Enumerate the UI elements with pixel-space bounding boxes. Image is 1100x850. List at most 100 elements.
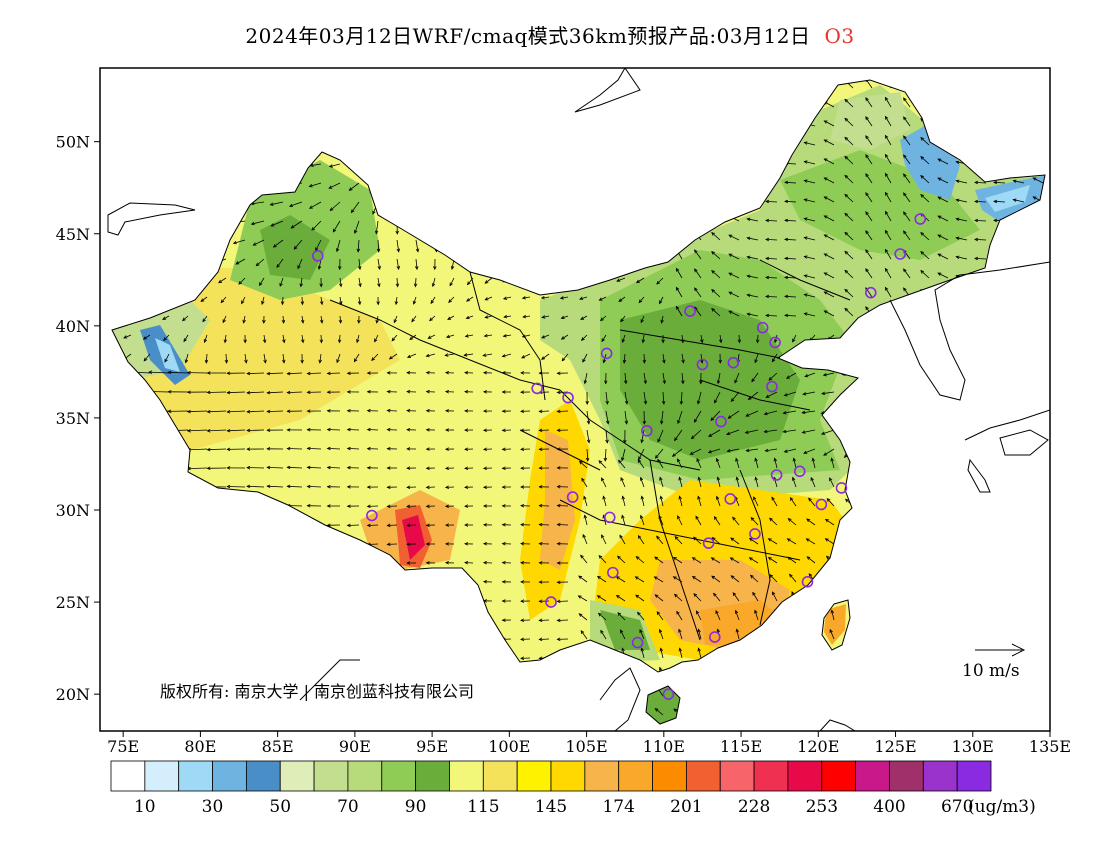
wind-arrowhead (792, 476, 796, 481)
wind-arrowhead (415, 248, 420, 253)
wind-arrowhead (782, 410, 787, 415)
wind-arrowhead (366, 390, 371, 394)
wind-arrowhead (602, 359, 607, 364)
wind-arrowhead (328, 164, 333, 168)
wind-arrowhead (541, 356, 546, 360)
wind-arrowhead (143, 357, 148, 362)
wind-arrowhead (319, 339, 324, 344)
wind-arrowhead (903, 135, 907, 140)
wind-arrow (617, 555, 626, 564)
wind-arrowhead (694, 249, 698, 254)
wind-arrowhead (366, 371, 371, 375)
wind-arrow (783, 410, 797, 414)
wind-arrow (698, 629, 702, 640)
wind-arrow (693, 593, 702, 602)
wind-arrowhead (482, 447, 487, 451)
wind-arrowhead (377, 265, 381, 270)
wind-arrowhead (538, 409, 543, 414)
wind-arrowhead (993, 199, 998, 204)
legend-tick-label: 30 (202, 797, 224, 817)
wind-arrowhead (329, 207, 334, 212)
wind-arrow (844, 118, 854, 127)
wind-arrow (600, 630, 607, 640)
wind-arrowhead (306, 390, 311, 395)
wind-arrowhead (675, 286, 680, 291)
wind-arrowhead (711, 231, 716, 236)
wind-arrowhead (502, 296, 508, 300)
wind-arrowhead (903, 268, 907, 273)
wind-arrow (712, 537, 721, 545)
wind-arrowhead (93, 390, 96, 393)
wind-arrowhead (206, 409, 211, 414)
wind-arrowhead (308, 184, 313, 188)
wind-arrow (903, 154, 911, 165)
wind-arrowhead (279, 282, 283, 287)
wind-arrowhead (677, 515, 681, 520)
wind-arrowhead (674, 437, 678, 442)
wind-arrowhead (598, 460, 603, 464)
wind-arrow (557, 505, 569, 507)
wind-arrow (885, 249, 892, 260)
wind-arrow (541, 334, 550, 339)
wind-arrow (640, 477, 645, 488)
wind-arrowhead (520, 522, 525, 527)
wind-arrowhead (694, 287, 698, 292)
wind-arrowhead (348, 187, 353, 191)
wind-arrowhead (482, 466, 487, 470)
wind-arrowhead (746, 236, 751, 241)
wind-arrowhead (769, 517, 773, 522)
wind-arrowhead (676, 610, 680, 615)
wind-arrowhead (556, 484, 561, 489)
wind-arrow (349, 182, 360, 191)
wind-arrowhead (937, 196, 942, 200)
wind-arrowhead (433, 266, 437, 271)
wind-arrow (620, 477, 626, 488)
legend-tick-label: 145 (535, 797, 567, 817)
wind-arrow (244, 353, 247, 363)
wind-arrow (769, 517, 778, 526)
wind-arrow (267, 410, 284, 412)
wind-arrowhead (366, 446, 371, 451)
wind-arrowhead (482, 580, 487, 584)
wind-arrowhead (93, 505, 96, 508)
wind-arrow (396, 239, 400, 252)
wind-arrowhead (619, 534, 623, 539)
wind-arrowhead (784, 237, 789, 242)
wind-arrowhead (501, 541, 506, 546)
wind-arrowhead (306, 504, 311, 508)
wind-arrow (804, 237, 816, 241)
wind-arrow (676, 306, 683, 317)
wind-arrowhead (823, 452, 828, 456)
wind-arrowhead (865, 249, 869, 254)
wind-arrow (603, 496, 607, 507)
legend-swatch (821, 760, 857, 792)
wind-arrow (824, 139, 835, 146)
wind-arrowhead (955, 217, 960, 222)
wind-arrowhead (206, 371, 211, 375)
wind-arrowhead (865, 173, 869, 178)
wind-arrowhead (425, 371, 430, 375)
wind-arrowhead (412, 300, 417, 305)
wind-arrow (903, 192, 911, 203)
legend-tick-label: 70 (337, 797, 359, 817)
wind-arrowhead (678, 647, 683, 652)
wind-arrowhead (465, 315, 470, 320)
wind-arrowhead (768, 376, 773, 381)
wind-arrow (579, 296, 588, 300)
wind-arrow (865, 116, 873, 127)
wind-arrow (347, 524, 360, 526)
city-marker (603, 511, 616, 524)
wind-arrowhead (374, 230, 379, 235)
wind-arrow (640, 515, 645, 526)
wind-arrow (694, 410, 702, 423)
wind-arrowhead (597, 612, 602, 617)
wind-arrowhead (425, 485, 430, 490)
wind-arrowhead (660, 319, 664, 324)
wind-arrow (267, 372, 284, 375)
wind-arrow (824, 196, 835, 203)
wind-arrowhead (792, 338, 796, 343)
wind-arrow (974, 220, 987, 222)
city-marker (600, 347, 613, 360)
wind-arrowhead (386, 447, 391, 451)
wind-arrow (974, 258, 987, 260)
